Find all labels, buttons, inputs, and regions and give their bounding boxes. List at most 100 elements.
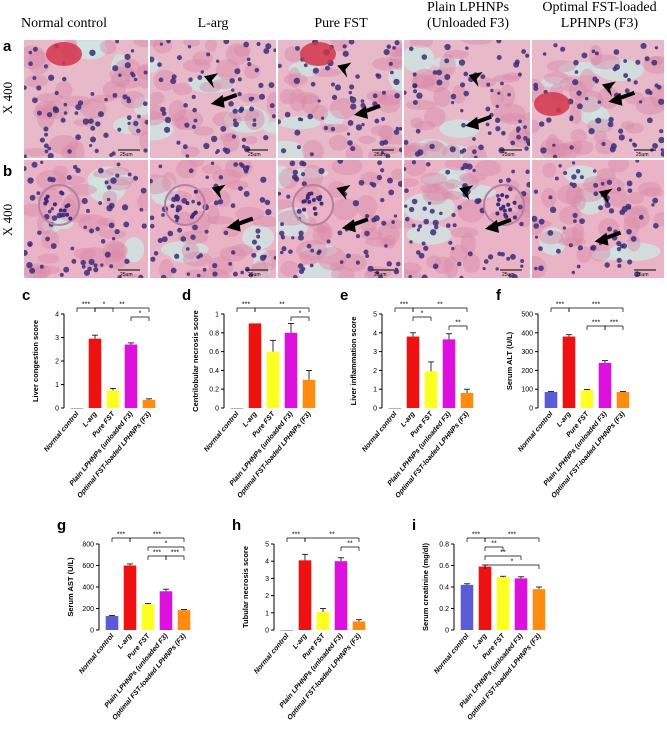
scale-bar-label: 25um	[120, 272, 133, 278]
bar-5	[460, 392, 474, 408]
y-tick-label: 3	[265, 576, 269, 583]
bar-1	[105, 616, 119, 630]
chart-panel-f: f 0 100 200 300 400 500 Serum ALT (U/L) Normal c…	[494, 286, 664, 521]
significance-label: ***	[292, 532, 300, 539]
scale-bar-label: 25um	[636, 272, 649, 278]
significance-label: **	[500, 550, 506, 557]
y-axis-label: Serum ALT (U/L)	[505, 331, 514, 390]
y-tick-label: 1	[265, 610, 269, 617]
significance-label: **	[491, 541, 497, 548]
x-tick-label: L-arg	[400, 410, 417, 428]
chart-panel-e: e 0 1 2 3 4 5 Liver inflammation score Normal co…	[338, 286, 488, 521]
significance-label: ***	[242, 302, 250, 309]
bar-1	[544, 392, 558, 408]
y-tick-label: 1	[55, 382, 59, 389]
bar-2	[298, 560, 312, 630]
micrograph-a-1: 25um	[24, 40, 148, 158]
row-magnification-a: X 400	[0, 81, 16, 115]
row-magnification-b: X 400	[0, 203, 16, 237]
y-tick-label: 1	[215, 312, 219, 319]
column-heading-plain-lphnps: Plain LPHNPs (Unloaded F3)	[426, 0, 510, 31]
x-tick-label: L-arg	[472, 632, 489, 650]
micrograph-a-2: 25um	[150, 40, 276, 158]
bar-4	[284, 332, 298, 408]
scale-bar-label: 25um	[502, 272, 515, 278]
y-tick-label: 1	[373, 387, 377, 394]
y-tick-label: 5	[265, 542, 269, 549]
bar-2	[478, 566, 492, 630]
panel-letter: i	[412, 517, 416, 534]
y-tick-label: 0.6	[439, 563, 449, 570]
row-letter-a: a	[3, 38, 12, 55]
bar-2	[248, 323, 262, 408]
y-tick-label: 100	[521, 387, 533, 394]
y-tick-label: 2	[265, 593, 269, 600]
y-tick-label: 800	[82, 542, 94, 549]
bar-3	[496, 577, 510, 630]
significance-label: *	[299, 311, 302, 318]
x-tick-label: Normal control	[433, 632, 471, 675]
bar-3	[141, 604, 155, 630]
y-tick-label: 0	[529, 406, 533, 413]
bar-1	[388, 408, 402, 409]
chart-panel-i: i 0 0.2 0.4 0.6 0.8 Serum creatinine (mg/dl) No…	[410, 516, 575, 743]
panel-letter: c	[22, 287, 30, 304]
bar-5	[352, 621, 366, 630]
y-tick-label: 0.8	[209, 330, 219, 337]
column-heading-normal-control: Normal control	[21, 16, 107, 31]
x-tick-label: Normal control	[517, 410, 555, 453]
bar-2	[123, 565, 137, 630]
y-tick-label: 0.6	[209, 349, 219, 356]
significance-label: **	[329, 532, 335, 539]
y-tick-label: 0	[373, 406, 377, 413]
significance-label: ***	[117, 532, 125, 539]
chart-panel-g: g 0 200 400 600 800 Serum AST (U/L) Normal cont…	[55, 516, 225, 743]
y-tick-label: 3	[373, 349, 377, 356]
y-tick-label: 0.2	[439, 606, 449, 613]
y-tick-label: 2	[55, 359, 59, 366]
y-tick-label: 5	[373, 312, 377, 319]
bar-5	[142, 399, 156, 408]
micrograph-a-5: 25um	[532, 40, 664, 158]
bar-4	[598, 362, 612, 408]
y-tick-label: 4	[373, 330, 377, 337]
micrograph-b-4: 25um	[404, 160, 530, 278]
significance-label: **	[119, 302, 125, 309]
bar-3	[580, 390, 594, 408]
y-tick-label: 3	[55, 335, 59, 342]
scale-bar-label: 25um	[636, 152, 649, 158]
chart-panel-h: h 0 1 2 3 4 5 Tubular necrosis score Normal cont…	[230, 516, 395, 743]
x-tick-label: Normal control	[361, 410, 399, 453]
y-tick-label: 0	[445, 628, 449, 635]
y-tick-label: 200	[82, 606, 94, 613]
significance-label: *	[511, 559, 514, 566]
bar-2	[88, 338, 102, 408]
row-letter-b: b	[3, 163, 13, 180]
significance-label: **	[279, 302, 285, 309]
bar-4	[334, 561, 348, 630]
significance-label: ***	[472, 532, 480, 539]
chart-panel-c: c 0 1 2 3 4 Liver congestion score Normal contr…	[20, 286, 170, 521]
bar-4	[442, 339, 456, 408]
bar-1	[280, 630, 294, 631]
x-tick-label: L-arg	[117, 632, 134, 650]
significance-label: **	[455, 320, 461, 327]
x-tick-label: L-arg	[82, 410, 99, 428]
significance-label: ***	[508, 532, 516, 539]
column-heading-l-arg: L-arg	[197, 16, 229, 31]
micrograph-b-5: 25um	[532, 160, 664, 278]
significance-label: ***	[610, 320, 618, 327]
significance-label: **	[347, 541, 353, 548]
y-tick-label: 0.2	[209, 387, 219, 394]
bar-3	[266, 351, 280, 408]
bar-3	[316, 611, 330, 630]
x-tick-label: L-arg	[556, 410, 573, 428]
significance-label: ***	[171, 550, 179, 557]
x-tick-label: Normal control	[253, 632, 291, 675]
x-tick-label: Normal control	[78, 632, 116, 675]
y-tick-label: 0	[265, 628, 269, 635]
y-tick-label: 0	[55, 406, 59, 413]
bar-5	[302, 379, 316, 408]
bar-5	[616, 392, 630, 408]
panel-letter: f	[496, 287, 502, 304]
